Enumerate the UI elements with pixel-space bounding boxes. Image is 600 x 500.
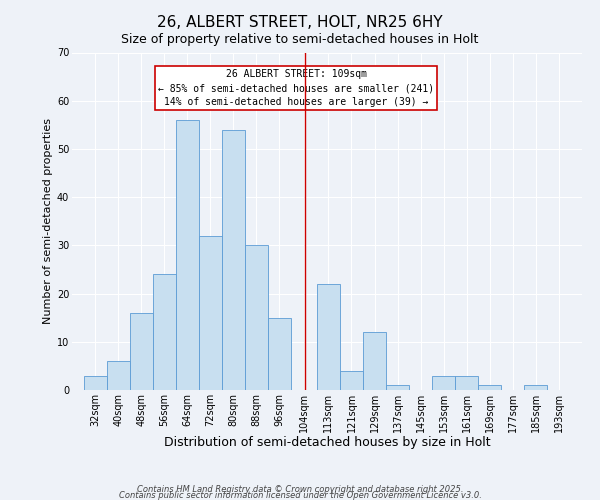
Bar xyxy=(432,376,455,390)
Text: 26, ALBERT STREET, HOLT, NR25 6HY: 26, ALBERT STREET, HOLT, NR25 6HY xyxy=(157,15,443,30)
Bar xyxy=(268,318,291,390)
Bar xyxy=(107,361,130,390)
Bar xyxy=(317,284,340,390)
Text: Contains public sector information licensed under the Open Government Licence v3: Contains public sector information licen… xyxy=(119,490,481,500)
Bar xyxy=(130,313,152,390)
Bar xyxy=(83,376,107,390)
Bar xyxy=(455,376,478,390)
Text: Size of property relative to semi-detached houses in Holt: Size of property relative to semi-detach… xyxy=(121,32,479,46)
Bar xyxy=(478,385,502,390)
X-axis label: Distribution of semi-detached houses by size in Holt: Distribution of semi-detached houses by … xyxy=(164,436,490,450)
Text: Contains HM Land Registry data © Crown copyright and database right 2025.: Contains HM Land Registry data © Crown c… xyxy=(137,484,463,494)
Text: 26 ALBERT STREET: 109sqm
← 85% of semi-detached houses are smaller (241)
14% of : 26 ALBERT STREET: 109sqm ← 85% of semi-d… xyxy=(158,70,434,108)
Bar xyxy=(176,120,199,390)
Bar xyxy=(340,370,363,390)
Bar xyxy=(199,236,222,390)
Y-axis label: Number of semi-detached properties: Number of semi-detached properties xyxy=(43,118,53,324)
Bar xyxy=(363,332,386,390)
Bar xyxy=(222,130,245,390)
Bar xyxy=(245,246,268,390)
Bar xyxy=(152,274,176,390)
Bar xyxy=(386,385,409,390)
Bar xyxy=(524,385,547,390)
